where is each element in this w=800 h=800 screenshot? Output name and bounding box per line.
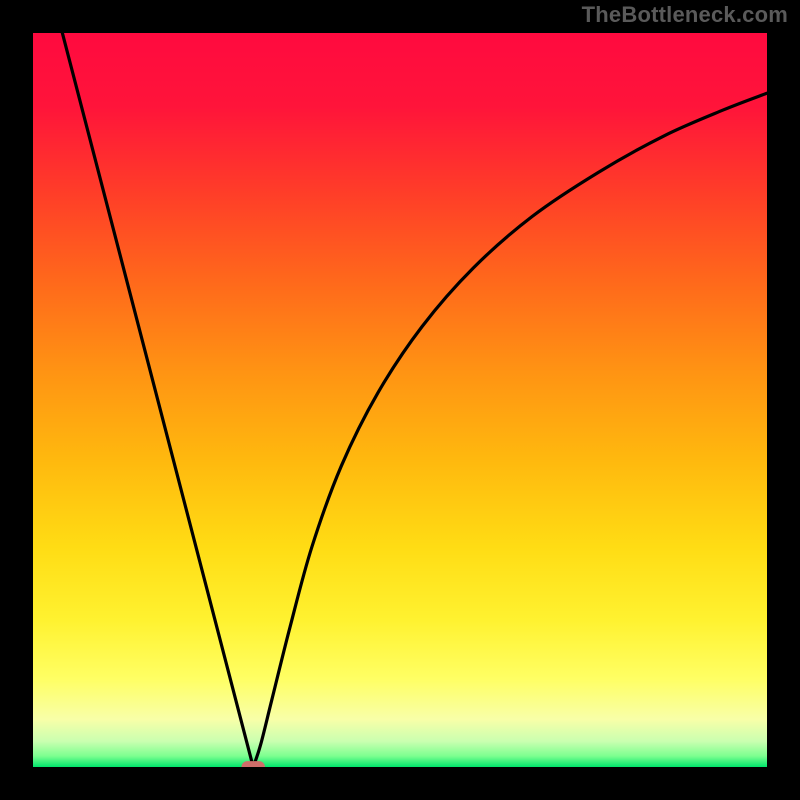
- watermark-text: TheBottleneck.com: [582, 2, 788, 28]
- plot-gradient-background: [33, 33, 767, 767]
- bottleneck-chart: [0, 0, 800, 800]
